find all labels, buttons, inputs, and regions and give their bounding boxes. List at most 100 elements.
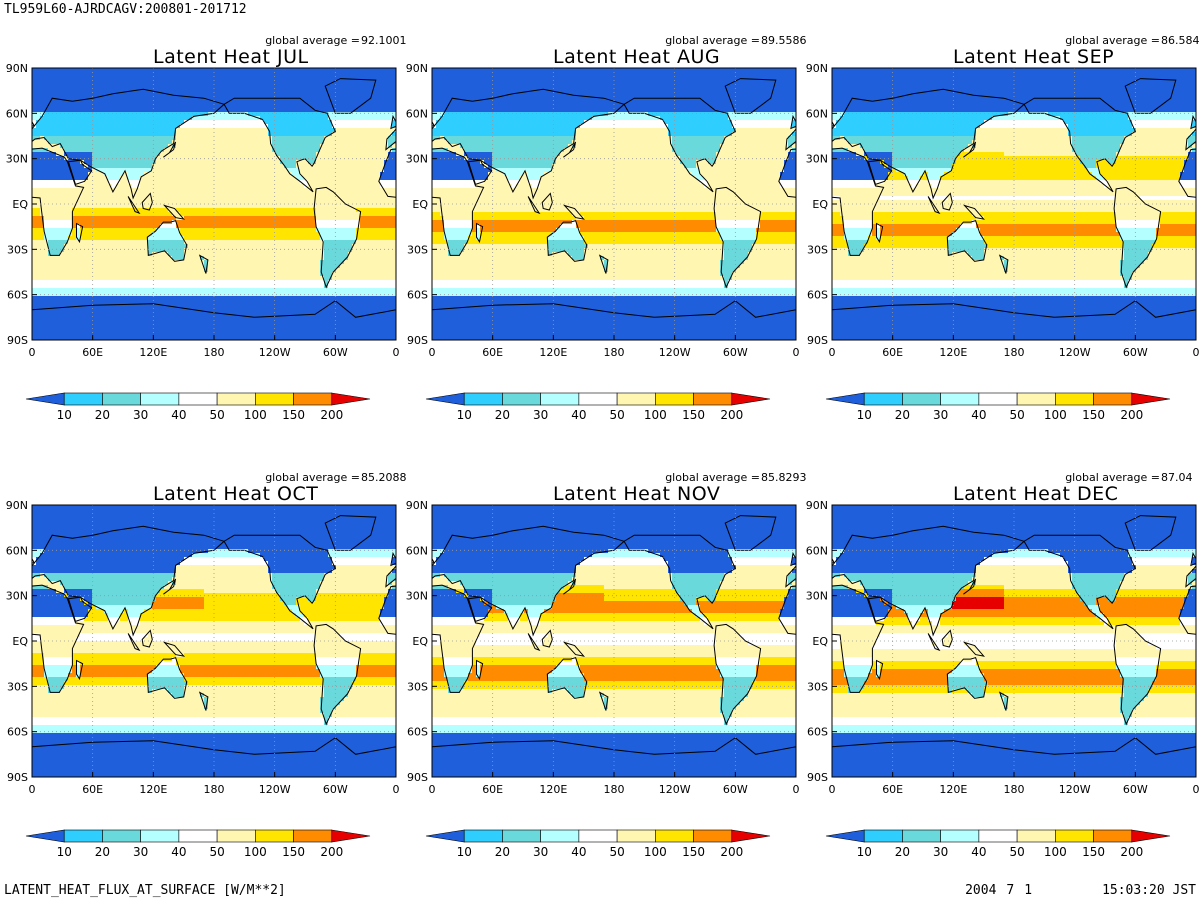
- field-cell: [108, 72, 112, 76]
- field-cell: [44, 276, 48, 280]
- field-cell: [316, 144, 320, 148]
- field-cell: [136, 168, 140, 172]
- field-cell: [184, 92, 188, 96]
- field-cell: [156, 100, 160, 104]
- field-cell: [172, 276, 176, 280]
- field-cell: [292, 80, 296, 84]
- field-cell: [148, 128, 152, 132]
- field-cell: [104, 156, 108, 160]
- field-cell: [272, 208, 276, 212]
- field-cell: [336, 200, 340, 204]
- field-cell: [300, 284, 304, 288]
- field-cell: [132, 228, 136, 232]
- field-cell: [84, 272, 88, 276]
- field-cell: [236, 192, 240, 196]
- field-cell: [240, 208, 244, 212]
- field-cell: [256, 80, 260, 84]
- field-cell: [260, 240, 264, 244]
- field-cell: [240, 268, 244, 272]
- field-cell: [312, 244, 316, 248]
- field-cell: [308, 152, 312, 156]
- field-cell: [244, 76, 248, 80]
- field-cell: [56, 188, 60, 192]
- field-cell: [360, 92, 364, 96]
- field-cell: [344, 76, 348, 80]
- field-cell: [84, 136, 88, 140]
- field-cell: [100, 84, 104, 88]
- field-cell: [272, 280, 276, 284]
- field-cell: [224, 276, 228, 280]
- field-cell: [108, 120, 112, 124]
- field-cell: [380, 200, 384, 204]
- field-cell: [144, 272, 148, 276]
- field-cell: [124, 224, 128, 228]
- field-cell: [368, 104, 372, 108]
- field-cell: [132, 160, 136, 164]
- field-cell: [352, 176, 356, 180]
- field-cell: [288, 228, 292, 232]
- field-cell: [148, 188, 152, 192]
- field-cell: [140, 92, 144, 96]
- field-cell: [128, 156, 132, 160]
- field-cell: [336, 104, 340, 108]
- field-cell: [156, 164, 160, 168]
- field-cell: [164, 284, 168, 288]
- field-cell: [280, 276, 284, 280]
- field-cell: [52, 220, 56, 224]
- field-cell: [304, 216, 308, 220]
- field-cell: [176, 72, 180, 76]
- field-cell: [112, 204, 116, 208]
- field-cell: [272, 136, 276, 140]
- field-cell: [240, 224, 244, 228]
- field-cell: [352, 140, 356, 144]
- field-cell: [200, 136, 204, 140]
- field-cell: [324, 124, 328, 128]
- field-cell: [296, 120, 300, 124]
- field-cell: [280, 264, 284, 268]
- field-cell: [104, 184, 108, 188]
- field-cell: [372, 168, 376, 172]
- field-cell: [184, 192, 188, 196]
- field-cell: [364, 180, 368, 184]
- field-cell: [192, 264, 196, 268]
- field-cell: [356, 184, 360, 188]
- field-cell: [148, 260, 152, 264]
- field-cell: [376, 148, 380, 152]
- field-cell: [216, 176, 220, 180]
- field-cell: [180, 248, 184, 252]
- field-cell: [268, 260, 272, 264]
- field-cell: [236, 72, 240, 76]
- panel-title: Latent Heat JUL: [153, 46, 309, 68]
- field-cell: [388, 172, 392, 176]
- field-cell: [300, 120, 304, 124]
- field-cell: [100, 276, 104, 280]
- field-cell: [52, 156, 56, 160]
- field-cell: [176, 112, 180, 116]
- field-cell: [320, 228, 324, 232]
- field-cell: [88, 188, 92, 192]
- field-cell: [48, 260, 52, 264]
- field-cell: [392, 200, 396, 204]
- field-cell: [192, 136, 196, 140]
- field-cell: [360, 244, 364, 248]
- field-cell: [136, 160, 140, 164]
- field-cell: [368, 156, 372, 160]
- field-cell: [176, 196, 180, 200]
- field-cell: [64, 132, 68, 136]
- field-cell: [160, 228, 164, 232]
- field-cell: [252, 248, 256, 252]
- field-cell: [144, 220, 148, 224]
- field-cell: [252, 196, 256, 200]
- field-cell: [44, 160, 48, 164]
- field-cell: [288, 128, 292, 132]
- field-cell: [360, 216, 364, 220]
- field-cell: [112, 156, 116, 160]
- field-cell: [96, 68, 100, 72]
- field-cell: [292, 256, 296, 260]
- field-cell: [188, 104, 192, 108]
- field-cell: [108, 280, 112, 284]
- field-cell: [360, 68, 364, 72]
- field-cell: [316, 72, 320, 76]
- field-cell: [372, 236, 376, 240]
- field-cell: [32, 232, 36, 236]
